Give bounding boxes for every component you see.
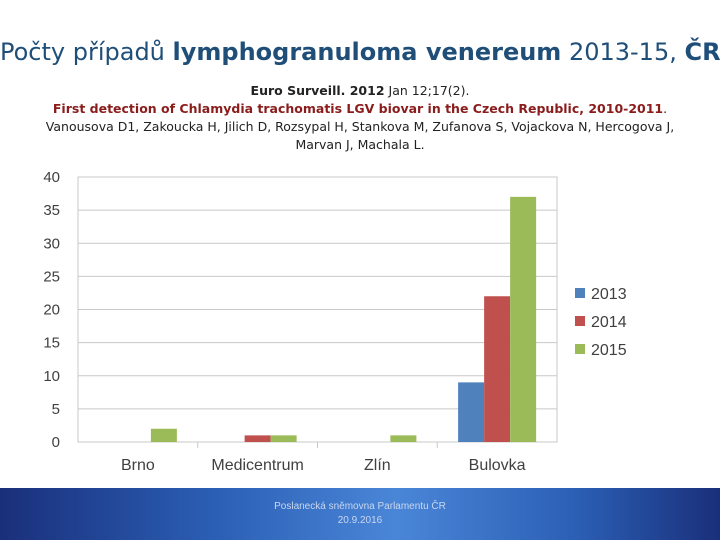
bar-chart: 0 5 10 15 20 25 30 35 40 Brno Medicentrum Zlín Bulov…: [43, 169, 627, 474]
bar-2015-bulovka: [510, 196, 537, 442]
title-part3: 2013-15,: [561, 38, 685, 66]
footer-text: Poslanecká sněmovna Parlamentu ČR 20.9.2…: [0, 500, 720, 528]
y-tick-label: 10: [43, 368, 60, 385]
legend-swatch-2015: [575, 344, 585, 354]
y-tick-label: 25: [43, 268, 60, 285]
y-tick-label: 35: [43, 202, 60, 219]
legend-label: 2013: [591, 286, 627, 303]
footer-date: 20.9.2016: [337, 515, 383, 526]
bar-2014-bulovka: [484, 296, 511, 442]
slide-title: Počty případů lymphogranuloma venereum 2…: [0, 38, 720, 66]
x-tick-label: Bulovka: [469, 457, 526, 474]
bar-2015-zlín: [390, 435, 417, 442]
bar-2015-medicentrum: [270, 435, 297, 442]
y-tick-label: 40: [43, 169, 60, 186]
y-tick-label: 5: [52, 401, 60, 418]
title-country: ČR: [684, 38, 720, 66]
bar-2014-medicentrum: [244, 435, 271, 442]
legend-swatch-2013: [575, 288, 585, 298]
reference-article: First detection of Chlamydia trachomatis…: [40, 100, 680, 154]
y-tick-label: 0: [52, 434, 60, 451]
reference-journal-rest: Jan 12;17(2).: [384, 83, 470, 98]
reference-journal-bold: Euro Surveill. 2012: [250, 83, 385, 98]
reference-authors: . Vanousova D1, Zakoucka H, Jilich D, Ro…: [45, 101, 675, 152]
footer-institution: Poslanecká sněmovna Parlamentu ČR: [274, 501, 446, 512]
x-tick-label: Zlín: [364, 457, 391, 474]
reference-article-title: First detection of Chlamydia trachomatis…: [52, 101, 664, 116]
x-tick-label: Brno: [121, 457, 155, 474]
reference-journal: Euro Surveill. 2012 Jan 12;17(2).: [40, 82, 680, 100]
bar-2015-brno: [150, 428, 177, 442]
y-tick-label: 15: [43, 335, 60, 352]
reference-block: Euro Surveill. 2012 Jan 12;17(2). First …: [40, 82, 680, 154]
title-part1: Počty případů: [0, 38, 173, 66]
y-tick-label: 30: [43, 235, 60, 252]
title-disease: lymphogranuloma venereum: [172, 38, 562, 66]
footer-bar: [0, 488, 720, 540]
legend-swatch-2014: [575, 316, 585, 326]
legend-label: 2014: [591, 314, 627, 331]
bar-2013-bulovka: [458, 382, 485, 442]
legend-label: 2015: [591, 342, 627, 359]
y-tick-label: 20: [43, 302, 60, 319]
x-tick-label: Medicentrum: [211, 457, 303, 474]
